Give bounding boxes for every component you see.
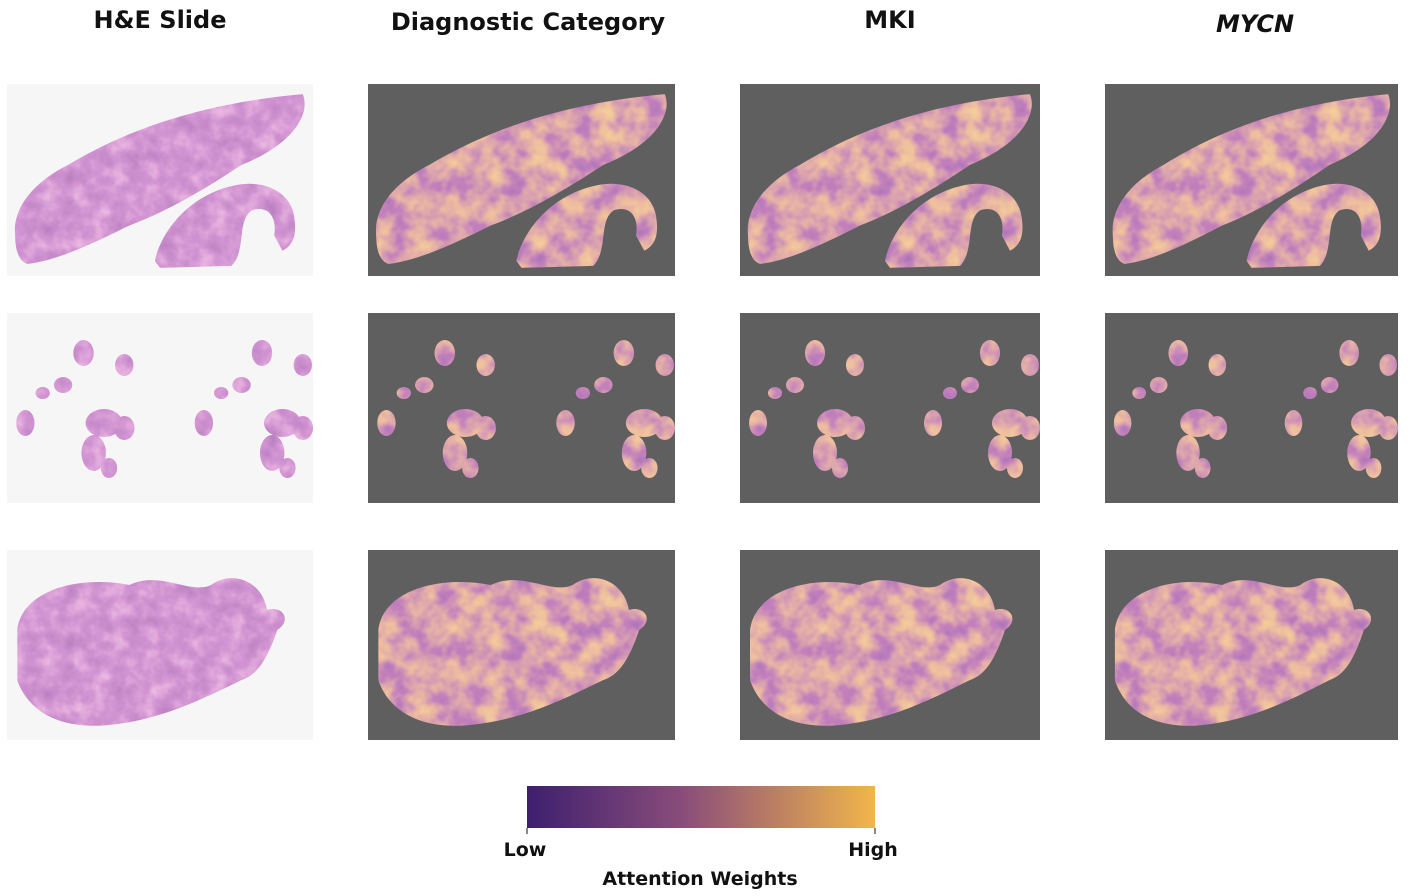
attention-heatmap — [1105, 84, 1398, 276]
attention-heatmap — [740, 550, 1040, 740]
attention-heatmap — [368, 84, 675, 276]
panel-grid — [7, 84, 1398, 740]
column-header: Diagnostic Category — [391, 8, 666, 36]
he-slide — [7, 550, 313, 740]
column-header: H&E Slide — [94, 6, 227, 34]
panel-background — [368, 313, 675, 503]
attention-heatmap — [740, 84, 1040, 276]
attention-heatmap — [1105, 550, 1398, 740]
column-header: MKI — [864, 6, 915, 34]
colorbar-title: Attention Weights — [602, 868, 797, 890]
attention-heatmap — [1105, 313, 1398, 503]
colorbar-high-label: High — [848, 839, 898, 861]
attention-heatmap — [368, 313, 675, 503]
column-header: MYCN — [1216, 10, 1294, 38]
page: {"columns": ["H&E Slide", "Diagnostic Ca… — [0, 0, 1411, 892]
colorbar — [527, 786, 875, 828]
colorbar-low-label: Low — [504, 839, 547, 861]
he-slide — [7, 84, 313, 276]
attention-heatmap — [368, 550, 675, 740]
panel-background — [1105, 313, 1398, 503]
he-slide — [7, 313, 313, 503]
panel-background — [740, 313, 1040, 503]
attention-heatmap — [740, 313, 1040, 503]
panel-background — [7, 313, 313, 503]
figure: H&E Slide Diagnostic Category MKI MYCN L… — [0, 0, 1411, 892]
